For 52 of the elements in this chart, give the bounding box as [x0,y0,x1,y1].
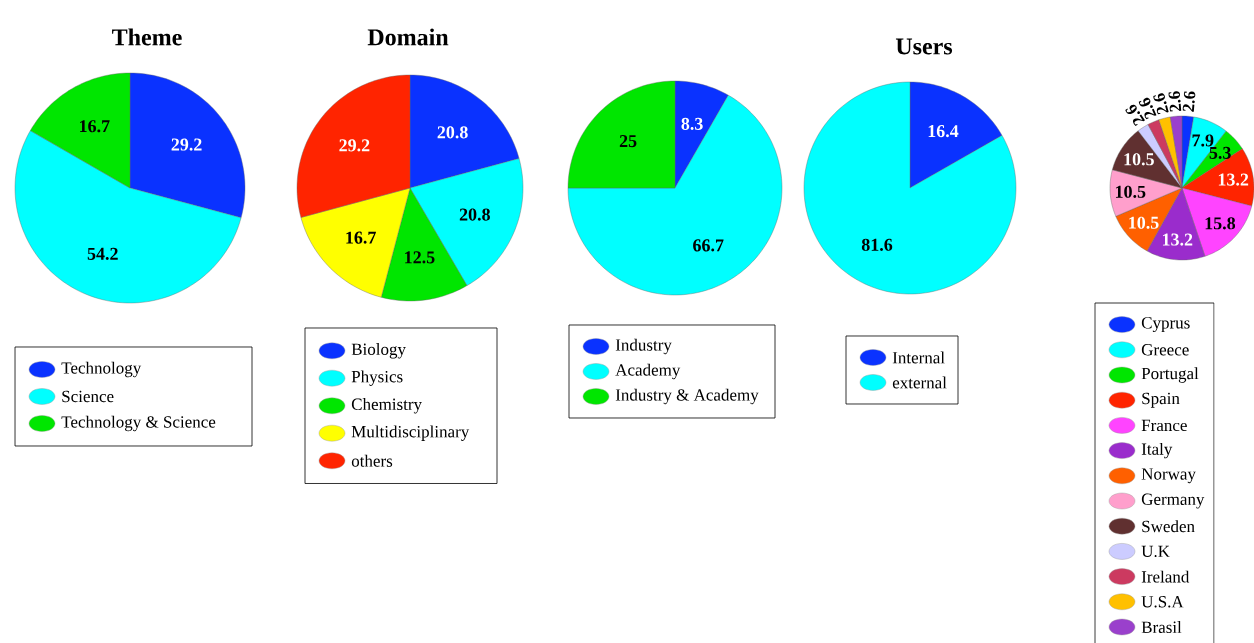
data-label: 66.7 [693,239,724,252]
legend-label: Biology [351,343,406,359]
legend-label: Physics [351,370,403,386]
legend-label: Technology & Science [61,415,216,432]
legend-label: Academy [615,363,681,380]
legend-label: Internal [892,351,945,364]
data-label: 20.8 [437,126,468,139]
chart-title: Users [895,38,953,55]
legend-label: Brasil [1141,621,1182,633]
data-label: 2.6 [1182,91,1196,112]
data-label: 13.2 [1218,173,1249,186]
data-label: 16.7 [346,231,376,244]
legend-label: Spain [1142,392,1180,408]
data-label: 10.5 [1115,185,1146,198]
data-label: 29.2 [171,138,202,151]
legend-label: Chemistry [351,398,422,414]
legend-label: Italy [1141,442,1173,459]
legend-label: Industry & Academy [615,388,759,405]
legend-label: Greece [1141,344,1189,356]
data-label: 2.6 [1168,91,1182,112]
legend-label: Technology [61,361,142,378]
data-label: 16.4 [928,125,959,138]
legend-label: Portugal [1141,367,1199,383]
chart-title: Domain [367,28,449,46]
legend-label: Science [62,390,114,403]
legend-label: U.K [1141,545,1170,558]
data-label: 5.3 [1209,146,1231,159]
legend-label: Sweden [1142,520,1195,533]
legend-label: U.S.A [1141,596,1184,608]
legend-label: France [1141,419,1187,432]
data-label: 16.7 [80,120,110,133]
legend-label: Industry [615,338,672,355]
data-label: 25 [619,135,637,148]
data-label: 10.5 [1129,216,1159,229]
data-label: 15.8 [1205,217,1236,230]
legend-label: Germany [1141,493,1205,509]
legend-label: Norway [1141,468,1196,484]
data-label: 54.2 [87,247,118,260]
chart-title: Theme [112,28,182,46]
data-label: 8.3 [681,117,703,130]
legend-label: Cyprus [1141,317,1190,333]
data-label: 7.9 [1192,134,1214,147]
legend-label: external [892,376,947,389]
legend-label: Ireland [1141,570,1190,583]
legend-label: others [351,454,393,467]
data-label: 10.5 [1124,153,1154,166]
data-label: 12.5 [405,251,435,264]
data-label: 20.8 [459,208,490,221]
data-label: 81.6 [861,238,893,251]
data-label: 13.2 [1162,233,1193,246]
data-label: 29.2 [339,139,370,152]
legend-label: Multidisciplinary [351,425,470,441]
